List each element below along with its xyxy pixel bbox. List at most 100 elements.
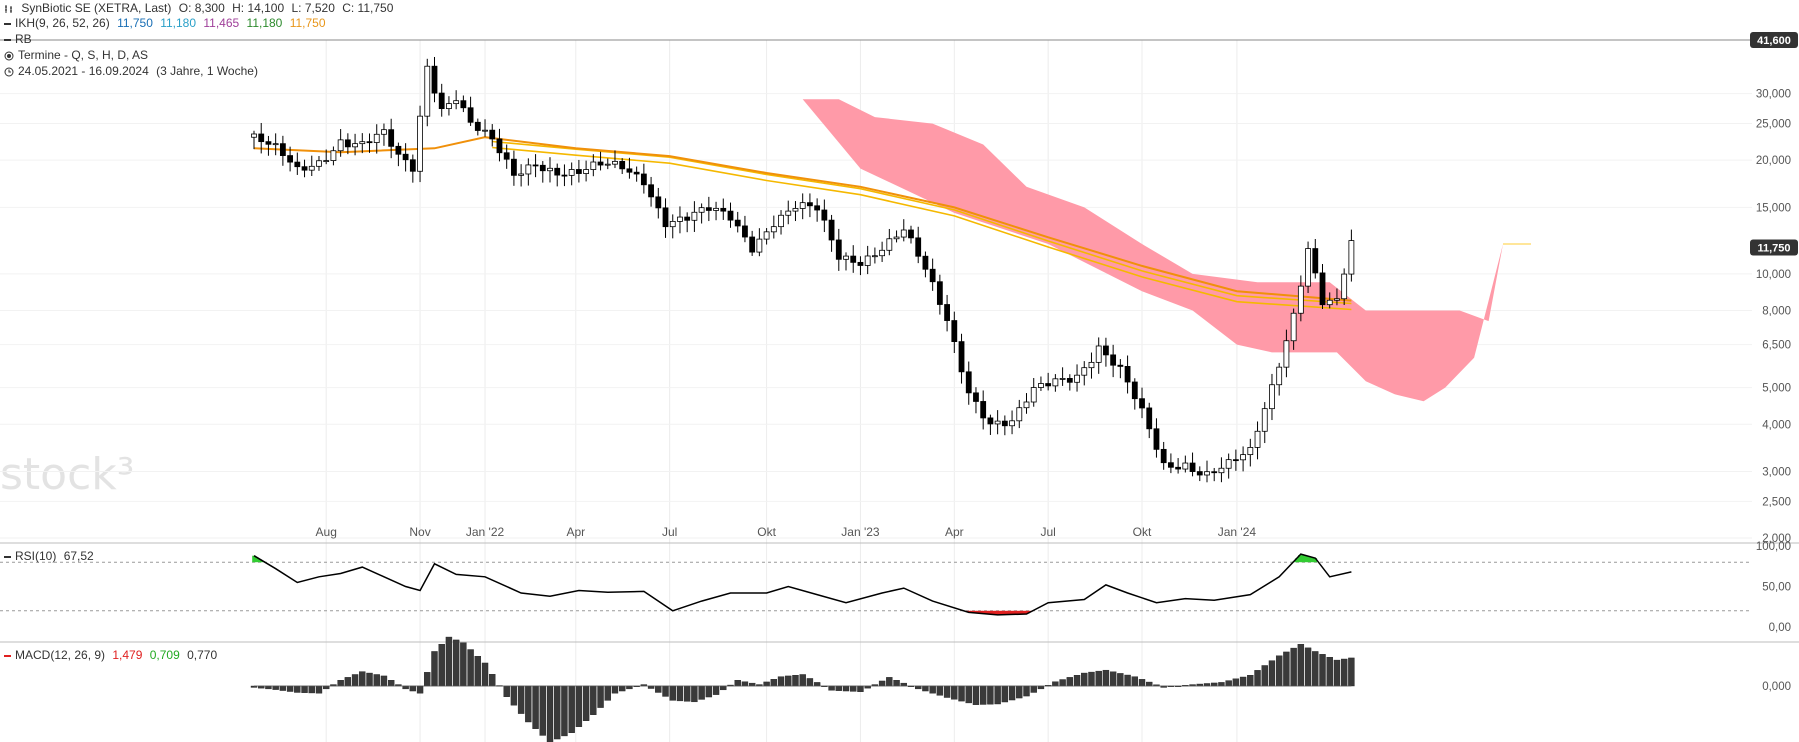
macd-swatch-icon bbox=[4, 654, 11, 657]
macd-bar bbox=[1117, 673, 1124, 687]
candle-body bbox=[1059, 378, 1066, 380]
macd-bar bbox=[294, 685, 301, 693]
candle-body bbox=[893, 236, 900, 240]
candle-body bbox=[1276, 366, 1283, 386]
candle-body bbox=[799, 202, 806, 209]
macd-bar bbox=[416, 685, 424, 694]
candle-body bbox=[388, 129, 395, 147]
macd-bar bbox=[373, 674, 380, 687]
y-tick-label: 2,000 bbox=[1762, 533, 1791, 545]
candle-body bbox=[1326, 299, 1333, 306]
ikh-legend[interactable]: IKH(9, 26, 52, 26) 11,750 11,180 11,465 … bbox=[4, 15, 330, 31]
candle-body bbox=[951, 320, 958, 343]
date-range-extra: (3 Jahre, 1 Woche) bbox=[156, 64, 258, 78]
candle-body bbox=[1312, 248, 1319, 274]
macd-bar bbox=[922, 685, 929, 692]
rb-badge bbox=[1750, 32, 1798, 48]
termine-legend[interactable]: Termine - Q, S, H, D, AS bbox=[4, 47, 152, 63]
candle-body bbox=[460, 100, 467, 109]
instrument-name: SynBiotic SE (XETRA, Last) bbox=[21, 1, 172, 15]
macd-bar bbox=[1016, 685, 1023, 699]
y-tick-label: 3,000 bbox=[1762, 466, 1791, 478]
candle-body bbox=[575, 169, 582, 174]
chart-type-icon[interactable] bbox=[4, 4, 14, 14]
macd-bar bbox=[272, 685, 279, 690]
candle-body bbox=[344, 139, 351, 148]
macd-bar bbox=[1319, 654, 1326, 687]
candle-body bbox=[1124, 366, 1131, 383]
y-tick-label: 6,500 bbox=[1762, 340, 1791, 352]
candle-body bbox=[720, 207, 727, 212]
macd-bar bbox=[424, 672, 431, 687]
y-tick-label: 5,000 bbox=[1762, 383, 1791, 395]
candles-layer bbox=[251, 56, 1355, 483]
candle-body bbox=[828, 219, 835, 241]
candle-body bbox=[655, 196, 662, 209]
macd-bar bbox=[359, 671, 366, 687]
candle-body bbox=[1153, 428, 1160, 450]
macd-bar bbox=[1268, 660, 1276, 687]
candle-body bbox=[330, 150, 337, 161]
candle-body bbox=[1225, 459, 1232, 469]
x-tick-label: Okt bbox=[757, 525, 776, 539]
ikh-value-4: 11,180 bbox=[246, 16, 283, 30]
candle-body bbox=[1103, 345, 1109, 356]
candle-body bbox=[821, 209, 828, 221]
macd-bar bbox=[1211, 682, 1218, 687]
macd-bar bbox=[597, 685, 604, 708]
x-tick-label: Apr bbox=[566, 525, 585, 539]
macd-bar bbox=[1052, 681, 1059, 687]
macd-bar bbox=[835, 685, 842, 691]
low-value: L: 7,520 bbox=[291, 1, 335, 15]
candle-body bbox=[864, 255, 871, 266]
macd-bar bbox=[720, 685, 727, 691]
candle-body bbox=[691, 211, 698, 221]
macd-legend[interactable]: MACD(12, 26, 9) 1,479 0,709 0,770 bbox=[4, 647, 221, 663]
macd-bar bbox=[1232, 678, 1240, 687]
candle-body bbox=[915, 237, 922, 257]
range-legend[interactable]: 24.05.2021 - 16.09.2024 (3 Jahre, 1 Woch… bbox=[4, 63, 262, 79]
macd-bar bbox=[568, 685, 575, 733]
rsi-legend[interactable]: RSI(10) 67,52 bbox=[4, 548, 98, 564]
macd-bar bbox=[1124, 674, 1131, 687]
ikh-value-1: 11,750 bbox=[117, 16, 153, 30]
candle-body bbox=[467, 107, 474, 123]
macd-bar bbox=[662, 685, 669, 697]
macd-bar bbox=[1275, 655, 1283, 687]
candle-body bbox=[352, 143, 358, 148]
candle-body bbox=[359, 141, 366, 145]
candle-body bbox=[619, 160, 626, 170]
candle-body bbox=[1305, 248, 1311, 287]
candle-body bbox=[258, 133, 265, 143]
candle-body bbox=[604, 163, 611, 166]
candle-body bbox=[1139, 398, 1145, 409]
date-range: 24.05.2021 - 16.09.2024 bbox=[18, 64, 149, 78]
macd-bar bbox=[561, 685, 568, 737]
macd-bar bbox=[322, 685, 330, 690]
y-tick-label: 8,000 bbox=[1762, 306, 1791, 318]
candle-body bbox=[684, 216, 691, 221]
candle-body bbox=[409, 159, 416, 172]
macd-bar bbox=[741, 681, 749, 687]
macd-bar bbox=[1138, 679, 1146, 687]
candle-body bbox=[965, 371, 972, 394]
macd-bar bbox=[1348, 657, 1355, 687]
rsi-y-tick: 100,00 bbox=[1756, 541, 1791, 553]
candle-body bbox=[770, 226, 777, 233]
macd-bar bbox=[1102, 669, 1110, 687]
rb-legend[interactable]: RB bbox=[4, 31, 36, 47]
macd-bar bbox=[734, 680, 741, 687]
macd-bar bbox=[460, 642, 467, 687]
candle-body bbox=[366, 141, 373, 144]
candle-body bbox=[1290, 312, 1297, 342]
axis-layer: Aug Nov Jan '22 Apr Jul Okt Jan '23 Apr Jul Okt Ja… bbox=[316, 32, 1798, 693]
candle-body bbox=[446, 103, 452, 110]
macd-bar bbox=[777, 676, 785, 687]
macd-bar bbox=[842, 685, 850, 692]
candle-body bbox=[1030, 387, 1037, 403]
macd-bar bbox=[337, 680, 344, 687]
candle-body bbox=[1175, 466, 1182, 470]
candle-body bbox=[251, 133, 257, 138]
candle-body bbox=[1095, 345, 1102, 363]
